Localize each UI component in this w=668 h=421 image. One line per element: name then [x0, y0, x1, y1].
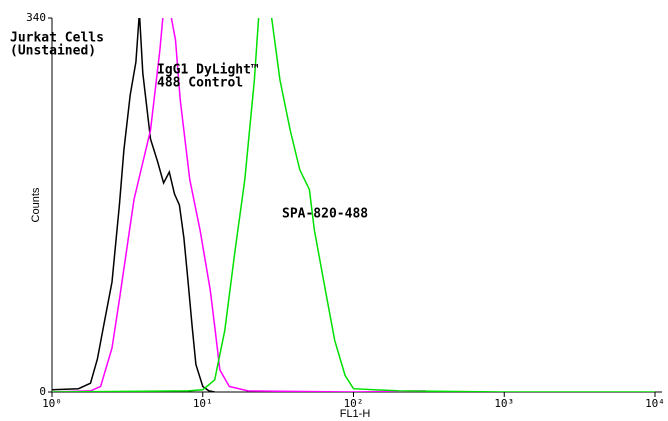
x-tick-label: 10⁴ — [645, 397, 665, 410]
annotation: (Unstained) — [10, 44, 96, 59]
y-axis-label: Counts — [30, 187, 42, 222]
y-tick-label: 0 — [39, 385, 46, 398]
histogram-line — [52, 18, 655, 392]
annotation: SPA-820-488 — [282, 207, 368, 222]
annotation: IgG1 DyLight™ — [157, 63, 259, 78]
plot-area — [52, 18, 655, 392]
x-tick-label: 10² — [344, 397, 364, 410]
x-axis-label: FL1-H — [340, 408, 371, 420]
x-tick-label: 10³ — [494, 397, 514, 410]
annotation: 488 Control — [157, 76, 243, 91]
x-tick-label: 10¹ — [193, 397, 213, 410]
y-tick-label: 340 — [26, 11, 46, 24]
histogram-line — [52, 18, 426, 392]
histogram-line — [52, 18, 215, 392]
annotation: Jurkat Cells — [10, 31, 104, 46]
x-tick-label: 10⁰ — [42, 397, 62, 410]
